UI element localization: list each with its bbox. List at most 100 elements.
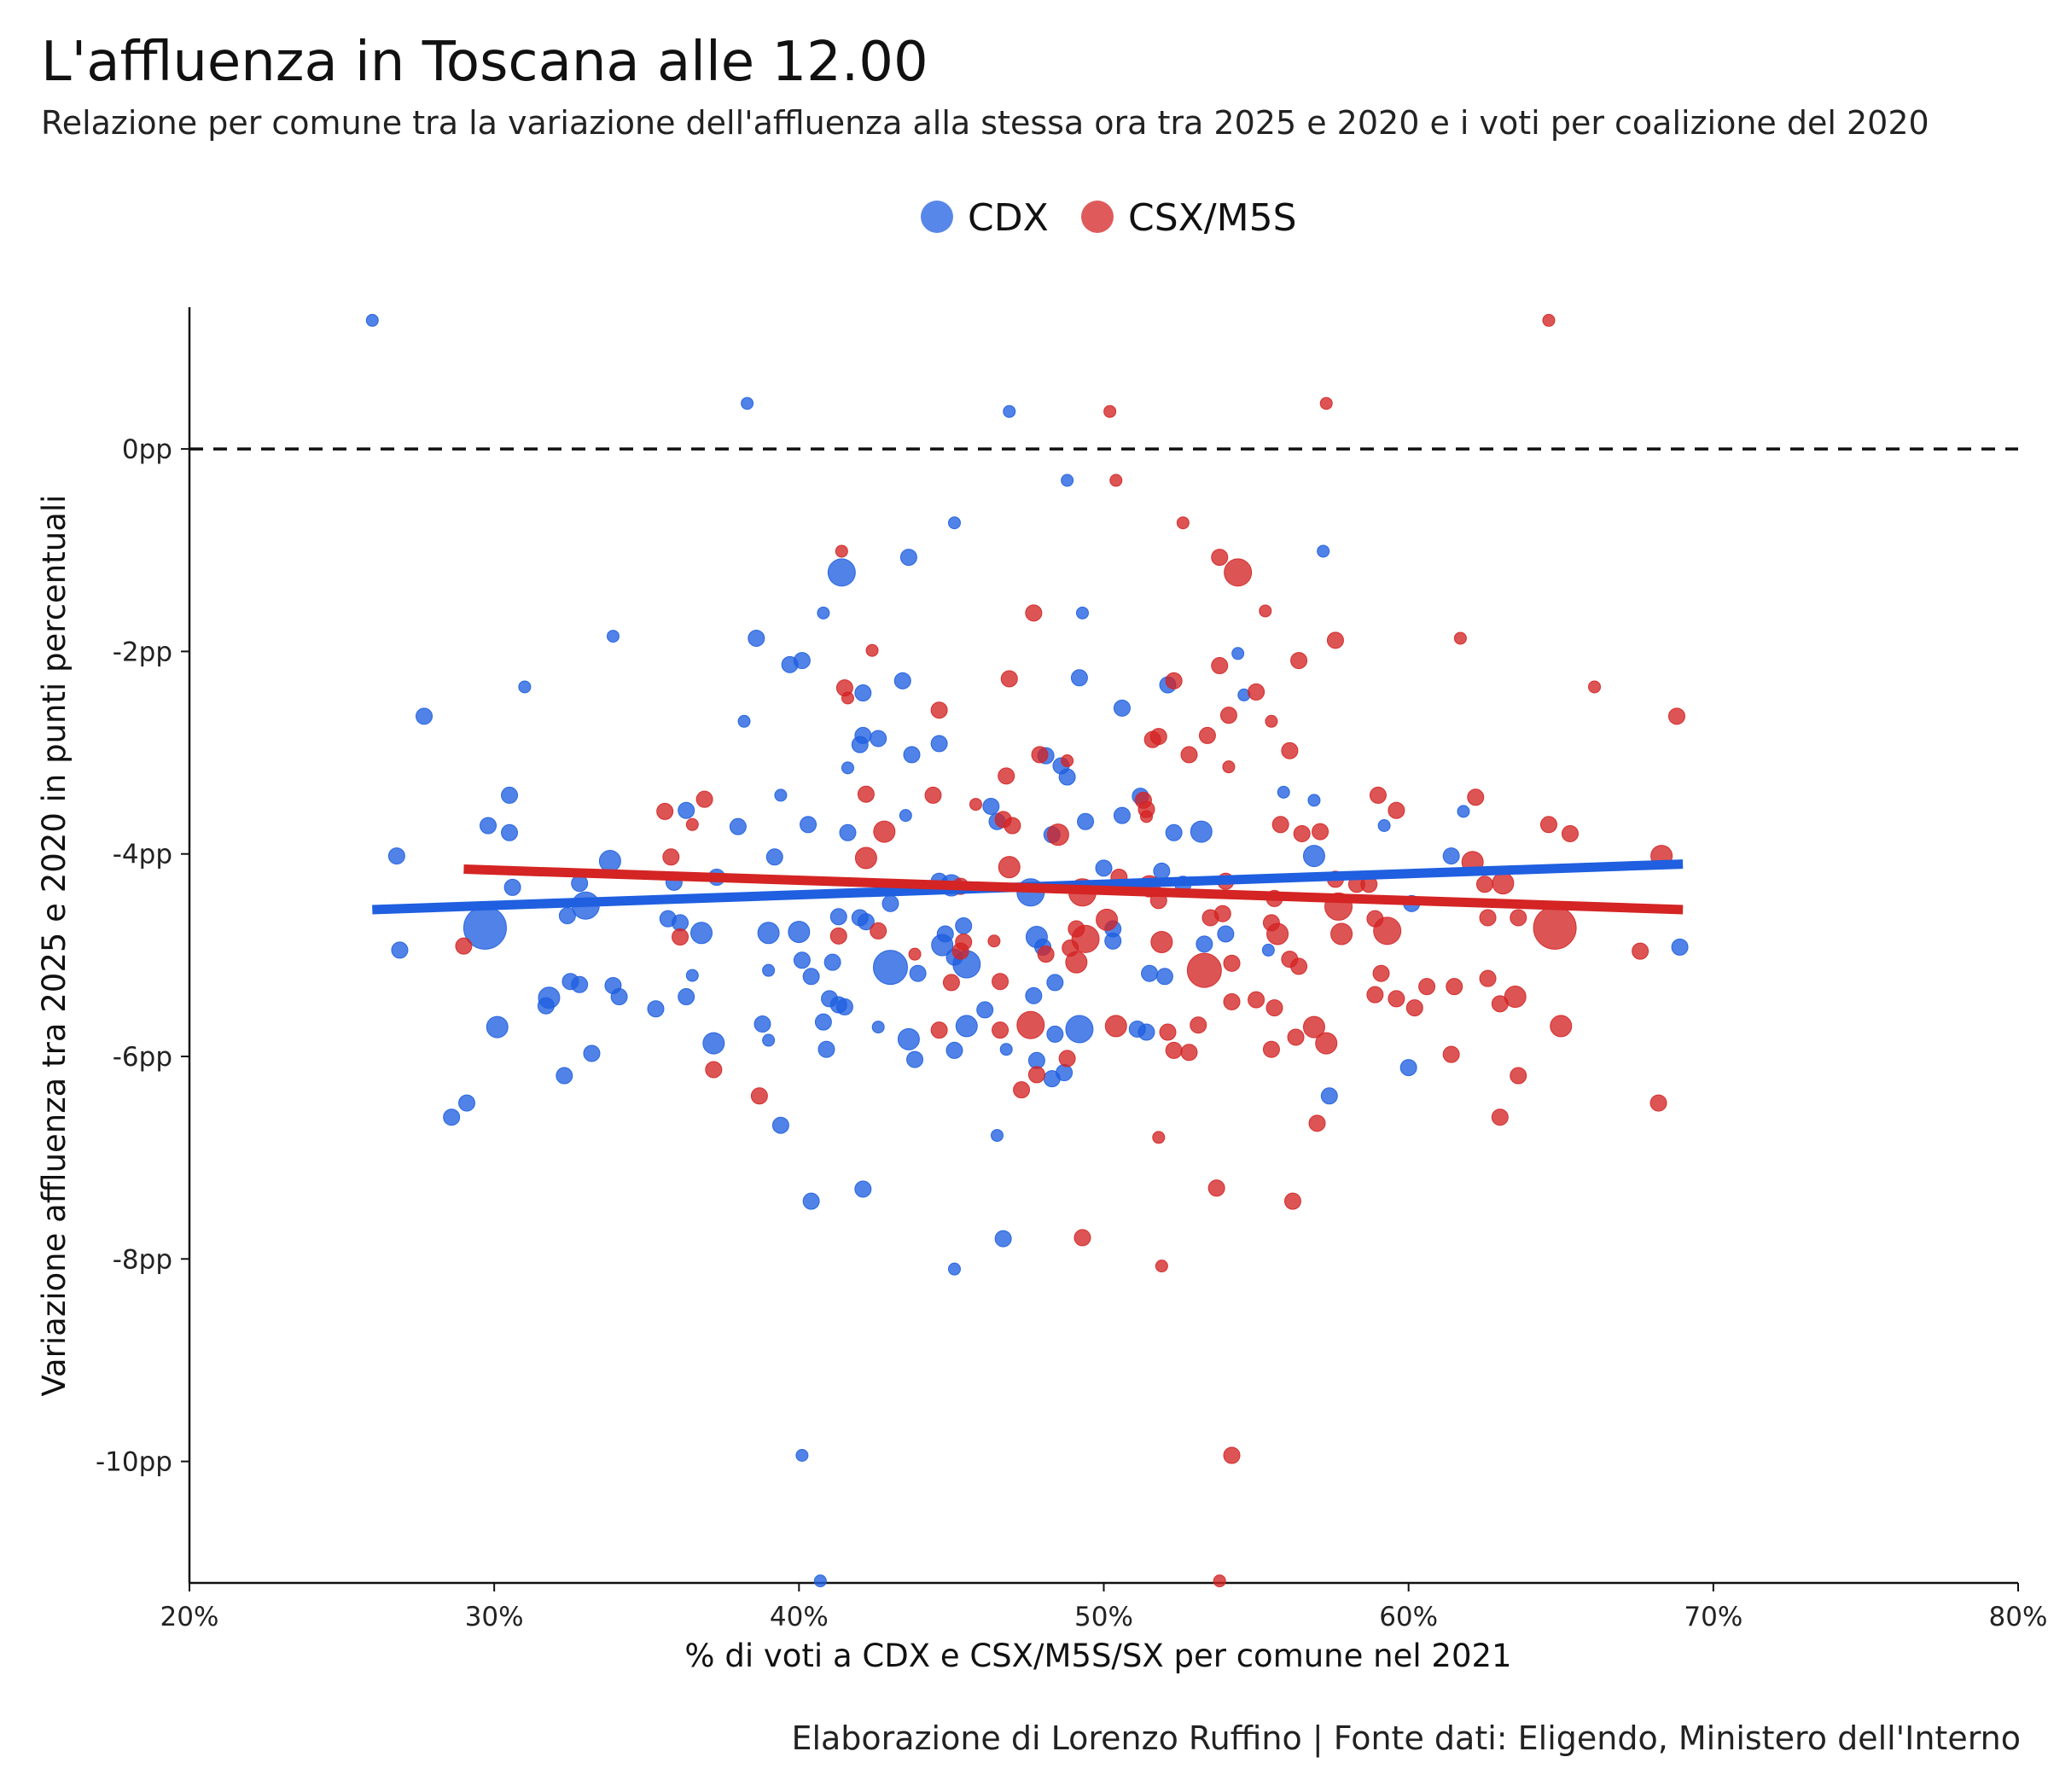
legend-cdx-label: CDX	[968, 196, 1049, 240]
csx-point	[1104, 1015, 1127, 1038]
cdx-point	[685, 969, 699, 982]
cdx-point	[817, 1040, 835, 1058]
csx-point	[1453, 631, 1467, 645]
y-axis-title: Variazione affluenza tra 2025 e 2020 in …	[36, 495, 73, 1397]
csx-point	[1176, 516, 1190, 530]
x-tick-label: 50%	[1074, 1602, 1133, 1632]
csx-point	[1510, 909, 1527, 927]
csx-point	[1290, 652, 1308, 670]
cdx-point	[1095, 859, 1113, 877]
cdx-point	[1320, 1087, 1338, 1105]
csx-point	[1000, 670, 1018, 688]
chart-title: L'affluenza in Toscana alle 12.00	[41, 31, 928, 94]
csx-point	[992, 973, 1009, 991]
cdx-point	[788, 921, 811, 944]
cdx-point	[762, 963, 776, 977]
cdx-point	[748, 629, 765, 647]
cdx-point	[1399, 1059, 1417, 1077]
cdx-point	[757, 922, 780, 945]
cdx-point	[647, 1000, 665, 1018]
cdx-point	[1277, 785, 1290, 799]
cdx-point	[1128, 1020, 1146, 1038]
csx-point	[1180, 746, 1198, 764]
cdx-point	[1155, 968, 1173, 986]
csx-point	[750, 1087, 768, 1105]
cdx-point	[537, 997, 555, 1015]
csx-point	[1031, 746, 1049, 764]
csx-point	[1096, 908, 1119, 931]
cdx-point	[1061, 474, 1074, 487]
cdx-point	[1075, 606, 1089, 620]
csx-point	[662, 848, 680, 866]
legend-cdx-marker	[921, 201, 953, 233]
x-tick-label: 40%	[770, 1602, 829, 1632]
csx-point	[1213, 1574, 1226, 1588]
cdx-point	[871, 1021, 885, 1034]
csx-point	[1016, 1010, 1045, 1039]
cdx-point	[854, 1180, 872, 1198]
csx-point	[1013, 1081, 1031, 1099]
cdx-point	[813, 1574, 827, 1588]
csx-point	[992, 1021, 1009, 1039]
axes: 0pp -2pp -4pp -6pp -8pp -10pp 20% 30% 40% 50% 60% 7…	[96, 307, 2047, 1632]
cdx-point	[976, 1001, 994, 1019]
x-tick-label: 70%	[1684, 1602, 1743, 1632]
cdx-point	[841, 761, 854, 775]
csx-point	[1190, 1016, 1207, 1034]
cdx-point	[1317, 544, 1330, 558]
csx-point	[1550, 1015, 1573, 1038]
csx-point	[841, 691, 854, 705]
csx-point	[1479, 909, 1497, 927]
y-tick-label: -4pp	[113, 840, 172, 870]
cdx-point	[795, 1449, 809, 1462]
csx-point	[1293, 824, 1311, 842]
csx-point	[1248, 683, 1265, 701]
cdx-point	[678, 801, 695, 819]
cdx-point	[1065, 1015, 1094, 1044]
cdx-point	[1046, 1025, 1064, 1043]
csx-point	[1165, 1041, 1183, 1059]
cdx-point	[1442, 847, 1460, 865]
csx-point	[1027, 1066, 1045, 1084]
cdx-point	[1113, 806, 1131, 824]
csx-point	[1283, 1192, 1301, 1210]
cdx-point	[571, 975, 589, 993]
csx-point	[1058, 1050, 1076, 1068]
csx-point	[1025, 604, 1043, 622]
csx-point	[1180, 1044, 1198, 1062]
csx-points	[455, 313, 1685, 1588]
cdx-point	[365, 313, 379, 327]
csx-point	[1207, 1179, 1225, 1197]
csx-point	[1588, 680, 1602, 694]
csx-point	[695, 790, 713, 808]
cdx-point	[947, 516, 961, 530]
cdx-point	[503, 878, 521, 896]
csx-point	[1366, 986, 1384, 1004]
cdx-point	[1217, 925, 1235, 943]
cdx-point	[1196, 935, 1213, 953]
csx-point	[1312, 823, 1329, 841]
cdx-point	[771, 1116, 789, 1134]
cdx-point	[486, 1015, 509, 1039]
csx-point	[854, 847, 877, 870]
chart-subtitle: Relazione per comune tra la variazione d…	[41, 104, 1929, 142]
csx-point	[930, 1021, 948, 1039]
cdx-point	[606, 630, 620, 643]
cdx-point	[1671, 938, 1689, 956]
cdx-points	[365, 313, 1689, 1588]
csx-trend-line	[463, 864, 1684, 915]
cdx-point	[839, 823, 857, 841]
cdx-point	[930, 735, 948, 753]
cdx-point	[765, 848, 783, 866]
csx-point	[1372, 964, 1390, 982]
cdx-point	[387, 847, 405, 865]
cdx-point	[931, 934, 954, 957]
cdx-point	[899, 809, 912, 823]
cdx-point	[1457, 805, 1470, 818]
legend-csx-marker	[1081, 201, 1114, 233]
csx-point	[705, 1061, 723, 1079]
cdx-point	[999, 1043, 1013, 1056]
cdx-point	[802, 968, 820, 986]
csx-point	[1198, 726, 1216, 744]
